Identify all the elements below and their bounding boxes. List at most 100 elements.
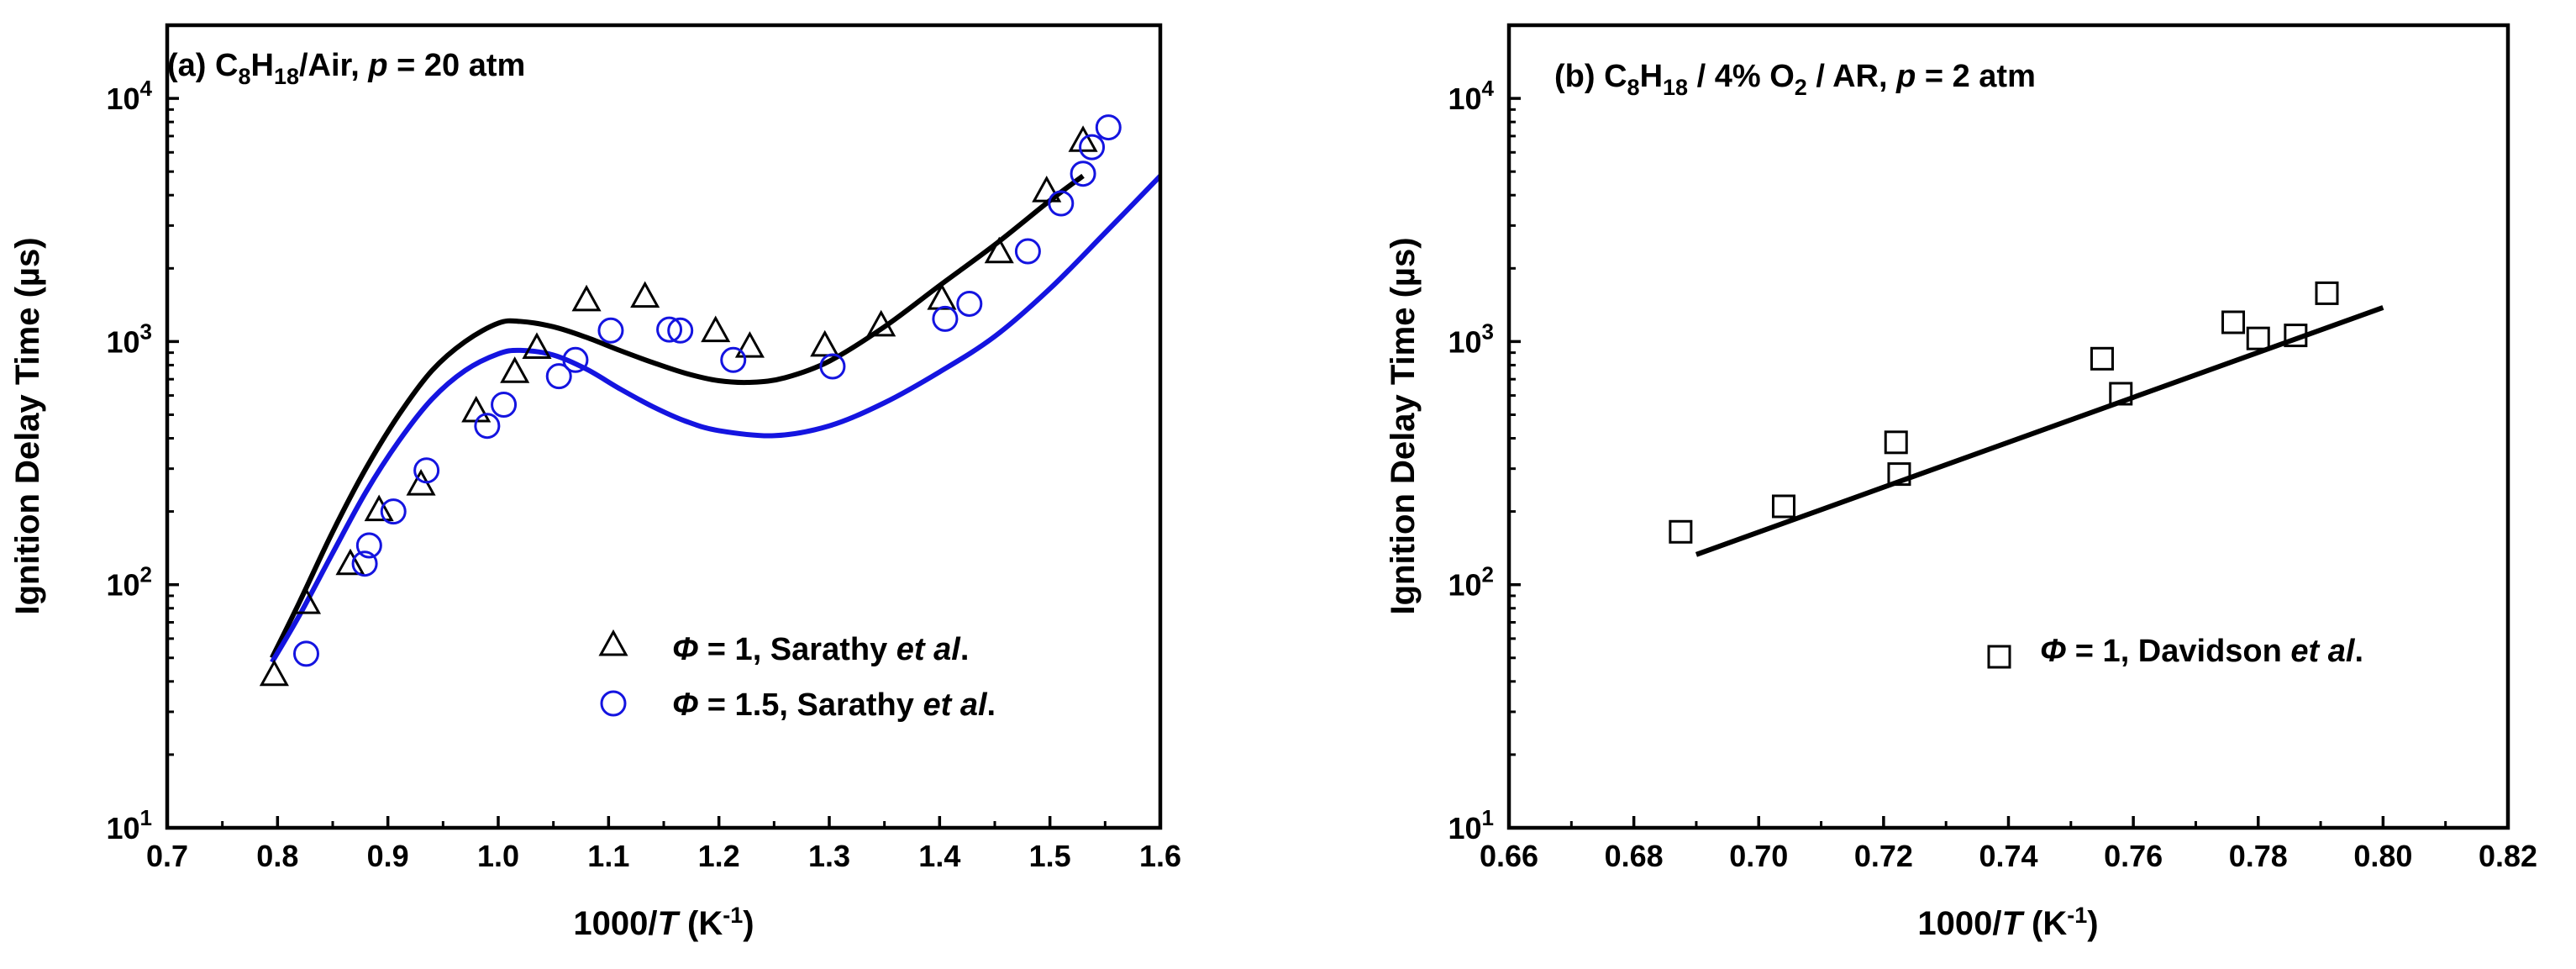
panel-b-title: (b) C8H18 / 4% O2 / AR, p = 2 atm <box>1554 59 2036 100</box>
x-tick-label: 0.74 <box>1979 839 2037 873</box>
data-point-circle <box>956 290 983 317</box>
data-point-circle <box>474 413 501 440</box>
x-tick-label: 0.9 <box>367 839 409 873</box>
panel-b-markers <box>1669 281 2339 544</box>
data-point-triangle <box>461 395 492 423</box>
data-point-triangle <box>866 309 896 337</box>
panel-b-ticks <box>1507 24 2510 829</box>
panel-a-plot-frame <box>165 23 1163 830</box>
panel-b-plot-frame <box>1506 23 2510 830</box>
y-tick-label: 103 <box>1448 319 1494 359</box>
data-point-triangle <box>1068 125 1098 152</box>
data-point-triangle <box>1032 176 1062 203</box>
data-point-circle <box>1095 114 1122 141</box>
data-point-circle <box>491 392 518 419</box>
data-point-circle <box>597 317 624 344</box>
x-tick-label: 0.68 <box>1605 839 1664 873</box>
y-tick-label: 101 <box>1448 805 1494 845</box>
x-tick-label: 1.2 <box>698 839 740 873</box>
data-point-circle <box>656 316 683 343</box>
panel-a-x-axis-label: 1000/T (K-1) <box>573 903 754 942</box>
panel-b-tick-labels: 0.66 0.68 0.70 0.72 0.74 0.76 0.78 0.80 0.82 101 1… <box>1448 76 2537 873</box>
legend-triangle-marker <box>598 629 628 656</box>
panel-a-model-lines <box>270 173 1163 664</box>
panel-b-model-lines <box>1695 305 2384 557</box>
data-point-triangle <box>259 659 289 687</box>
data-point-circle <box>351 550 378 577</box>
data-point-circle <box>1079 134 1106 161</box>
panel-a-tick-labels: 0.7 0.8 0.9 1.0 1.1 1.2 1.3 1.4 1.5 1.6 101 102 103 1… <box>106 76 1181 873</box>
panel-b-x-axis-label: 1000/T (K-1) <box>1917 903 2098 942</box>
y-tick-label: 102 <box>1448 562 1494 603</box>
x-tick-label: 0.7 <box>146 839 188 873</box>
data-point-triangle <box>810 329 840 357</box>
y-tick-label: 103 <box>106 319 152 359</box>
data-point-circle <box>413 457 440 484</box>
data-point-square <box>1771 494 1795 519</box>
x-tick-label: 0.70 <box>1729 839 1788 873</box>
data-point-square <box>2246 326 2270 350</box>
data-point-circle <box>667 317 694 344</box>
data-point-circle <box>545 363 572 390</box>
data-point-circle <box>1014 238 1041 265</box>
x-tick-label: 0.8 <box>256 839 298 873</box>
panel-b-legend: Φ = 1, Davidson et al. <box>1987 634 2363 669</box>
y-tick-label: 104 <box>106 76 152 116</box>
data-point-triangle <box>734 331 765 358</box>
data-point-circle <box>355 532 382 559</box>
legend-entry-phi-1-5-sarathy: Φ = 1.5, Sarathy et al. <box>672 687 996 723</box>
data-point-triangle <box>522 332 552 360</box>
data-point-triangle <box>364 494 394 522</box>
y-tick-label: 101 <box>106 805 152 845</box>
data-point-triangle <box>291 587 322 614</box>
legend-entry-phi-1-sarathy: Φ = 1, Sarathy et al. <box>672 632 969 667</box>
data-point-circle <box>932 305 959 332</box>
panel-a-markers <box>259 114 1122 687</box>
y-tick-label: 104 <box>1448 76 1494 116</box>
data-point-square <box>2284 324 2308 348</box>
legend-square-marker <box>1987 645 2011 669</box>
x-tick-label: 1.1 <box>587 839 629 873</box>
data-point-triangle <box>701 315 731 343</box>
panel-a-ticks <box>166 24 1162 829</box>
data-point-square <box>1887 462 1911 487</box>
x-tick-label: 0.72 <box>1854 839 1913 873</box>
x-tick-label: 1.6 <box>1139 839 1181 873</box>
data-point-triangle <box>571 284 602 312</box>
data-point-square <box>2090 346 2114 371</box>
legend-circle-marker <box>600 690 627 717</box>
x-tick-label: 0.82 <box>2479 839 2537 873</box>
x-tick-label: 0.80 <box>2353 839 2412 873</box>
series-line-black <box>1695 305 2384 557</box>
series-line-blue <box>270 174 1163 664</box>
x-tick-label: 0.66 <box>1480 839 1538 873</box>
data-point-circle <box>720 346 747 373</box>
x-tick-label: 1.5 <box>1029 839 1071 873</box>
y-tick-label: 102 <box>106 562 152 603</box>
data-point-triangle <box>335 548 365 576</box>
data-point-circle <box>819 353 846 380</box>
panel-a: 0.7 0.8 0.9 1.0 1.1 1.2 1.3 1.4 1.5 1.6 101 102 103 1… <box>9 23 1181 942</box>
legend-entry-phi-1-davidson: Φ = 1, Davidson et al. <box>2040 634 2363 669</box>
panel-a-y-axis-label: Ignition Delay Time (µs) <box>9 237 46 614</box>
data-point-triangle <box>984 236 1014 264</box>
data-point-triangle <box>500 356 530 383</box>
data-point-circle <box>380 498 407 525</box>
series-line-black <box>270 173 1085 660</box>
panel-a-legend: Φ = 1, Sarathy et al. Φ = 1.5, Sarathy e… <box>598 629 996 723</box>
x-tick-label: 1.3 <box>808 839 850 873</box>
panel-b-y-axis-label: Ignition Delay Time (µs) <box>1385 237 1422 614</box>
data-point-triangle <box>630 281 660 308</box>
data-point-circle <box>562 346 589 373</box>
data-point-square <box>1884 430 1908 455</box>
data-point-circle <box>1070 161 1096 187</box>
data-point-square <box>2315 281 2339 305</box>
data-point-square <box>1669 519 1693 544</box>
data-point-square <box>2109 382 2133 406</box>
panel-a-title: (a) C8H18/Air, p = 20 atm <box>167 48 525 89</box>
panel-b: 0.66 0.68 0.70 0.72 0.74 0.76 0.78 0.80 0.82 101 1… <box>1385 23 2537 942</box>
data-point-circle <box>292 640 319 667</box>
data-point-circle <box>1048 190 1075 217</box>
x-tick-label: 0.76 <box>2104 839 2163 873</box>
